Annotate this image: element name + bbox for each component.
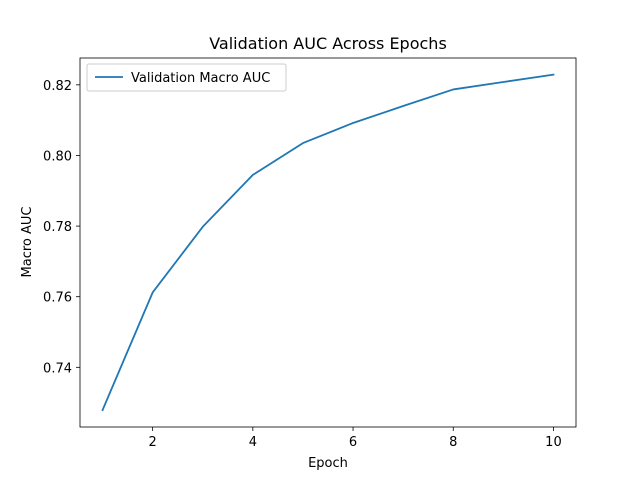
x-tick-label: 10	[545, 435, 562, 450]
x-tick-label: 8	[449, 435, 457, 450]
y-tick-label: 0.80	[43, 149, 72, 164]
y-tick-label: 0.78	[43, 220, 72, 235]
series-line-validation-macro-auc	[101, 73, 555, 412]
legend-box	[86, 63, 287, 92]
y-tick-label: 0.74	[43, 361, 72, 376]
x-axis-label: Epoch	[308, 456, 348, 471]
y-axis-label: Macro AUC	[20, 207, 35, 278]
x-tick-label: 6	[349, 435, 357, 450]
y-tick-label: 0.76	[43, 291, 72, 306]
plot-frame	[79, 57, 577, 428]
x-tick-label: 2	[149, 435, 157, 450]
chart-title: Validation AUC Across Epochs	[209, 34, 447, 53]
x-tick-label: 4	[249, 435, 257, 450]
y-axis: 0.74 0.76 0.78 0.80 0.82	[43, 79, 80, 376]
legend-entry-label: Validation Macro AUC	[131, 71, 270, 86]
plot-area	[79, 57, 577, 428]
y-tick-label: 0.82	[43, 79, 72, 94]
x-axis: 2 4 6 8 10	[149, 427, 562, 450]
legend: Validation Macro AUC	[86, 63, 287, 92]
